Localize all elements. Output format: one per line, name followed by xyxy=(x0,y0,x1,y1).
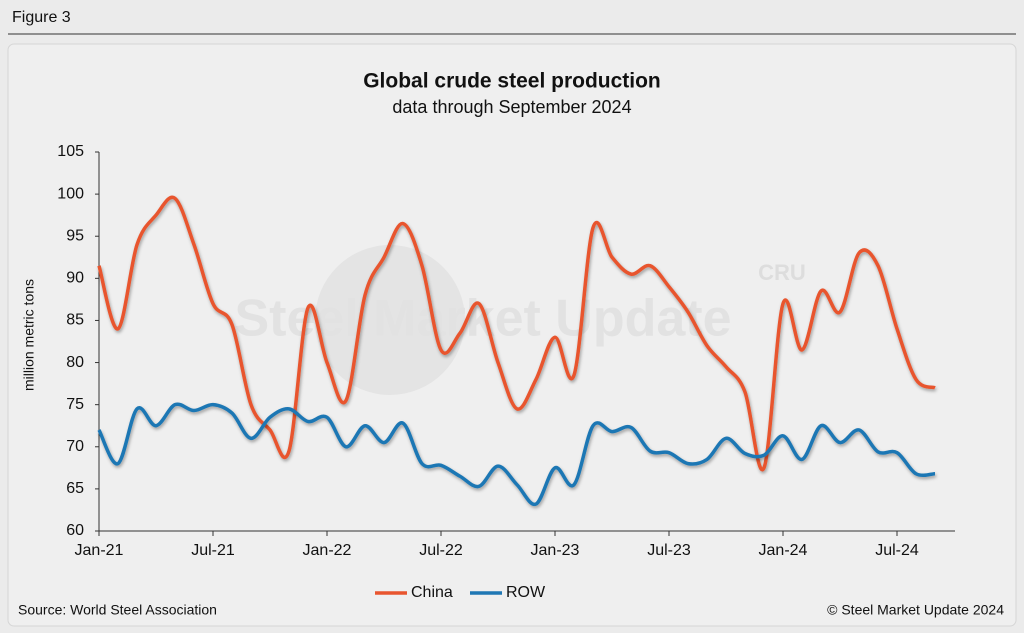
y-tick-label: 105 xyxy=(57,143,84,160)
chart-subtitle: data through September 2024 xyxy=(392,97,631,117)
chart-panel xyxy=(7,43,1017,627)
figure-label: Figure 3 xyxy=(12,9,71,26)
y-tick-label: 80 xyxy=(66,354,84,371)
y-tick-label: 65 xyxy=(66,480,84,497)
watermark: Steel Market Update xyxy=(234,290,731,348)
series-line xyxy=(97,195,936,472)
y-axis-label: million metric tons xyxy=(21,279,37,391)
y-tick-label: 90 xyxy=(66,270,84,287)
y-tick-label: 95 xyxy=(66,227,84,244)
y-tick-label: 75 xyxy=(66,396,84,413)
chart-title: Global crude steel production xyxy=(363,70,661,93)
x-tick-label: Jan-22 xyxy=(303,542,352,559)
watermark-logo: CRU xyxy=(758,260,806,285)
y-tick-label: 85 xyxy=(66,312,84,329)
y-tick-label: 60 xyxy=(66,522,84,539)
series-line xyxy=(97,402,936,507)
x-tick-label: Jul-22 xyxy=(419,542,463,559)
source: Source: World Steel Association xyxy=(18,602,217,618)
y-tick-label: 70 xyxy=(66,438,84,455)
y-tick-label: 100 xyxy=(57,185,84,202)
x-tick-label: Jan-24 xyxy=(759,542,808,559)
legend-label: ROW xyxy=(506,584,546,601)
x-tick-label: Jul-24 xyxy=(875,542,919,559)
x-tick-label: Jul-21 xyxy=(191,542,235,559)
copyright: © Steel Market Update 2024 xyxy=(827,602,1004,618)
legend-label: China xyxy=(411,584,453,601)
x-tick-label: Jul-23 xyxy=(647,542,691,559)
x-tick-label: Jan-23 xyxy=(531,542,580,559)
x-tick-label: Jan-21 xyxy=(75,542,124,559)
